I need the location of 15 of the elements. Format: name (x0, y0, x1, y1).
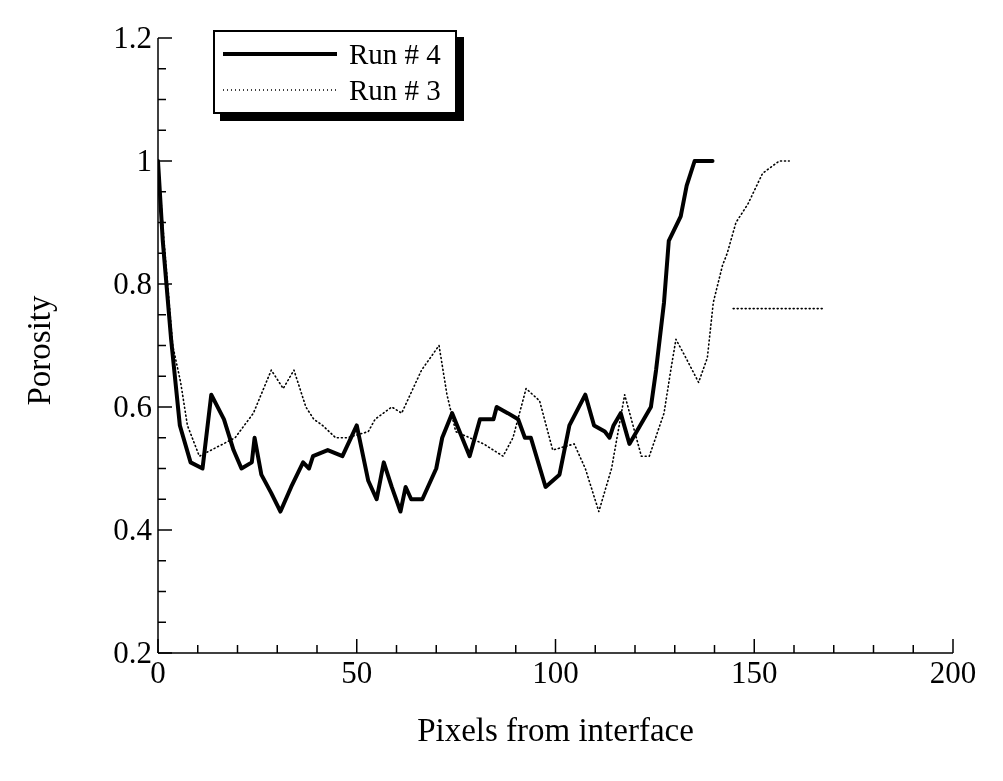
y-tick-label: 0.8 (113, 266, 152, 301)
x-tick-label: 0 (150, 655, 166, 690)
x-tick-label: 200 (929, 655, 977, 690)
y-tick-label: 1 (136, 143, 152, 178)
x-tick-label: 50 (341, 655, 373, 690)
legend-label: Run # 3 (349, 73, 441, 108)
x-tick-label: 150 (731, 655, 778, 690)
legend-label: Run # 4 (349, 37, 441, 72)
x-axis-title: Pixels from interface (417, 712, 694, 748)
y-tick-label: 0.2 (113, 635, 152, 670)
y-axis-title: Porosity (20, 294, 57, 406)
y-tick-label: 1.2 (113, 20, 152, 55)
y-tick-label: 0.6 (113, 389, 152, 424)
y-tick-label: 0.4 (113, 512, 153, 547)
x-tick-label: 100 (532, 655, 579, 690)
